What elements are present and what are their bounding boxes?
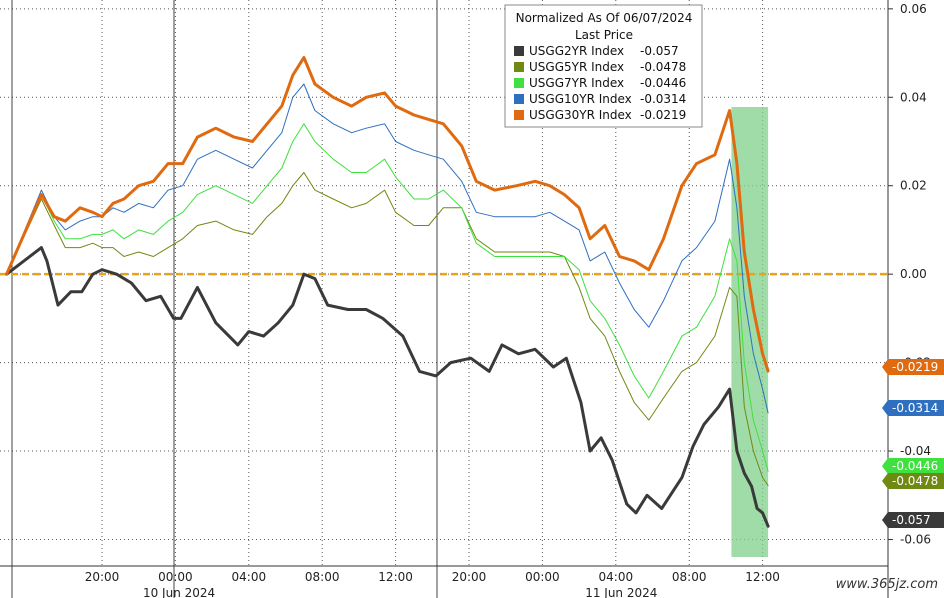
y-tick-label-0: 0.06: [900, 2, 927, 16]
legend-value-3: -0.0314: [640, 92, 686, 106]
tag-value: -0.0478: [892, 474, 938, 488]
legend-swatch-3: [514, 94, 524, 104]
x-tick-label-8: 08:00: [672, 570, 707, 584]
y-tick-label-2: 0.02: [900, 179, 927, 193]
series-line-usgg5yr: [6, 172, 769, 486]
last-price-tag-usgg10yr: -0.0314: [882, 400, 944, 416]
y-axis: 0.060.040.020.00-0.02-0.04-0.06: [887, 0, 931, 598]
tag-background: [882, 458, 944, 474]
x-tick-label-0: 20:00: [85, 570, 120, 584]
legend-value-2: -0.0446: [640, 76, 686, 90]
legend-swatch-0: [514, 46, 524, 56]
x-tick-label-4: 12:00: [378, 570, 413, 584]
series-line-usgg7yr: [6, 123, 769, 472]
tag-background: [882, 359, 944, 375]
legend-value-1: -0.0478: [640, 60, 686, 74]
legend-value-0: -0.057: [640, 44, 679, 58]
x-tick-label-1: 00:00: [158, 570, 193, 584]
x-tick-label-7: 04:00: [599, 570, 634, 584]
y-tick-label-3: 0.00: [900, 267, 927, 281]
legend-name-0: USGG2YR Index: [529, 44, 624, 58]
y-tick-label-5: -0.04: [900, 444, 931, 458]
legend-box: [504, 4, 703, 128]
legend-swatch-2: [514, 78, 524, 88]
x-tick-label-6: 00:00: [525, 570, 560, 584]
tag-value: -0.0446: [892, 459, 938, 473]
series-line-usgg30yr: [5, 56, 770, 373]
x-axis: 20:00 00:00 04:00 08:00 12:00 20:00 00:00 04:00…: [0, 565, 888, 598]
tag-value: -0.0314: [892, 401, 938, 415]
x-tick-label-2: 04:00: [232, 570, 267, 584]
x-tick-label-5: 20:00: [452, 570, 487, 584]
date-label-0: 10 Jun 2024: [143, 586, 215, 598]
legend-name-2: USGG7YR Index: [529, 76, 624, 90]
legend-swatch-1: [514, 62, 524, 72]
legend-name-4: USGG30YR Index: [529, 108, 632, 122]
last-price-tag-usgg5yr: -0.0478: [882, 473, 944, 489]
tag-value: -0.057: [892, 513, 931, 527]
series-line-usgg10yr: [6, 83, 769, 414]
legend-title: Normalized As Of 06/07/2024: [516, 11, 693, 25]
last-price-tag-usgg30yr: -0.0219: [882, 359, 944, 375]
x-tick-label-9: 12:00: [745, 570, 780, 584]
legend: Normalized As Of 06/07/2024 Last Price USG…: [504, 4, 703, 128]
series-layer: [5, 56, 770, 528]
tag-background: [882, 400, 944, 416]
legend-subtitle: Last Price: [575, 28, 633, 42]
watermark-text: www.365jz.com: [836, 577, 938, 592]
last-price-tag-usgg2yr: -0.057: [882, 512, 944, 528]
last-price-tags: -0.0219 -0.0314 -0.0446-0.0478 -0.057: [882, 359, 944, 528]
y-tick-label-1: 0.04: [900, 90, 927, 104]
series-line-usgg2yr: [5, 246, 770, 528]
legend-swatch-4: [514, 110, 524, 120]
tag-background: [882, 512, 944, 528]
last-price-tag-usgg7yr: -0.0446: [882, 458, 944, 474]
legend-name-1: USGG5YR Index: [529, 60, 624, 74]
legend-name-3: USGG10YR Index: [529, 92, 632, 106]
legend-value-4: -0.0219: [640, 108, 686, 122]
y-tick-label-6: -0.06: [900, 532, 931, 546]
date-label-1: 11 Jun 2024: [585, 586, 657, 598]
tag-background: [882, 473, 944, 489]
x-tick-label-3: 08:00: [305, 570, 340, 584]
tag-value: -0.0219: [892, 360, 938, 374]
